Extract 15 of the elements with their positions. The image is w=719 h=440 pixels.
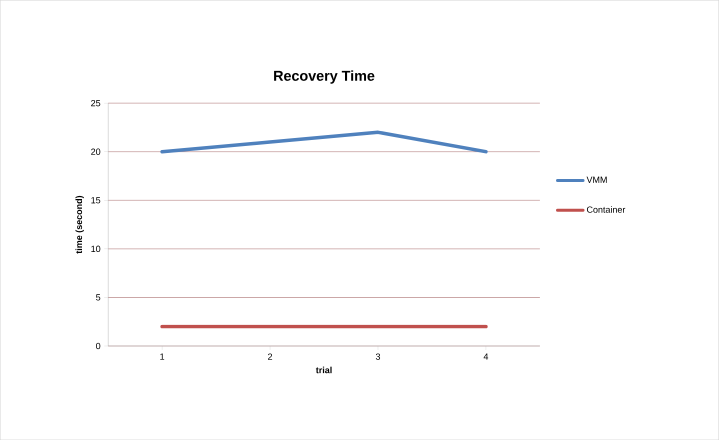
x-axis-title: trial — [316, 366, 332, 374]
y-tick-label: 15 — [91, 197, 100, 204]
x-tick-label: 1 — [160, 353, 164, 360]
y-tick-label: 5 — [96, 294, 100, 300]
legend-label: VMM — [586, 176, 607, 183]
chart-title: Recovery Time — [274, 70, 374, 84]
x-tick-label: 2 — [268, 353, 272, 360]
y-tick-label: 25 — [91, 100, 100, 106]
y-axis-title: time (second) — [75, 196, 84, 254]
y-tick-label: 0 — [96, 342, 100, 350]
x-tick-label: 3 — [376, 353, 380, 360]
x-tick-label: 4 — [484, 353, 488, 360]
legend-label: Container — [586, 206, 626, 213]
y-tick-label: 10 — [91, 246, 100, 252]
y-tick-label: 20 — [91, 148, 100, 155]
